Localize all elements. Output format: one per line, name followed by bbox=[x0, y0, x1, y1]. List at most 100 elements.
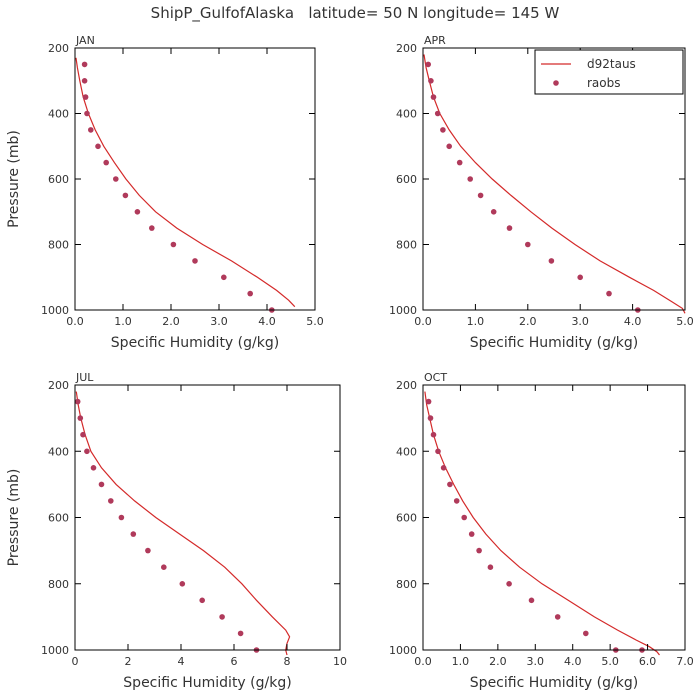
data-point-raobs-jan bbox=[103, 159, 109, 166]
data-point-raobs-jul bbox=[118, 514, 125, 521]
data-point-raobs-apr bbox=[425, 61, 432, 68]
x-axis-label-jan: Specific Humidity (g/kg) bbox=[111, 335, 279, 351]
x-tick-label-oct: 1.0 bbox=[452, 655, 470, 668]
data-point-raobs-jul bbox=[179, 581, 186, 587]
data-point-raobs-apr bbox=[525, 241, 531, 248]
y-tick-label-jan: 800 bbox=[48, 239, 69, 252]
data-point-raobs-jul bbox=[90, 465, 97, 471]
data-point-raobs-oct bbox=[468, 531, 475, 537]
panel-oct: 0.0 1.0 2.0 3.0 4.0 5.0 6.0 7.0 200 400 600 800 1000… bbox=[389, 371, 694, 691]
data-point-raobs-jan bbox=[113, 176, 119, 182]
x-tick-label-oct: 0.0 bbox=[414, 655, 432, 668]
data-point-raobs-oct bbox=[447, 481, 453, 488]
panel-label-jan: JAN bbox=[75, 34, 95, 47]
x-tick-label-jan: 2.0 bbox=[162, 315, 180, 328]
data-point-raobs-apr bbox=[434, 110, 441, 117]
data-point-raobs-jan bbox=[221, 274, 227, 281]
x-tick-label-jul: 8 bbox=[284, 655, 291, 668]
legend-label-model: d92taus bbox=[587, 57, 636, 71]
series-line-d92taus-jul bbox=[75, 391, 291, 656]
y-axis-label-jan: Pressure (mb) bbox=[6, 130, 22, 228]
x-tick-label-oct: 7.0 bbox=[676, 655, 694, 668]
data-point-raobs-apr bbox=[577, 274, 583, 281]
x-tick-label-oct: 3.0 bbox=[527, 655, 545, 668]
x-tick-label-oct: 2.0 bbox=[489, 655, 507, 668]
y-tick-label-apr: 800 bbox=[396, 239, 417, 252]
x-tick-label-jan: 4.0 bbox=[258, 315, 276, 328]
y-tick-label-apr: 200 bbox=[396, 42, 417, 55]
data-point-raobs-apr bbox=[490, 209, 497, 215]
x-tick-label-apr: 0.0 bbox=[414, 315, 432, 328]
data-point-raobs-jul bbox=[98, 481, 105, 488]
x-tick-label-oct: 5.0 bbox=[601, 655, 619, 668]
data-point-raobs-oct bbox=[427, 415, 434, 421]
data-point-raobs-jan bbox=[192, 258, 198, 264]
panel-label-apr: APR bbox=[424, 34, 446, 47]
data-point-raobs-jul bbox=[74, 398, 81, 405]
x-tick-label-oct: 6.0 bbox=[639, 655, 657, 668]
data-point-raobs-jul bbox=[161, 564, 167, 570]
data-point-raobs-apr bbox=[467, 176, 474, 182]
x-tick-label-jul: 6 bbox=[231, 655, 238, 668]
data-point-raobs-oct bbox=[583, 630, 589, 637]
x-tick-label-apr: 4.0 bbox=[624, 315, 642, 328]
data-point-raobs-jul bbox=[80, 431, 86, 438]
figure-title: ShipP_GulfofAlaska latitude= 50 N longit… bbox=[151, 4, 560, 23]
data-point-raobs-jan bbox=[122, 192, 129, 199]
x-axis-label-jul: Specific Humidity (g/kg) bbox=[123, 675, 291, 691]
x-tick-label-apr: 5.0 bbox=[676, 315, 694, 328]
y-tick-label-jul: 800 bbox=[48, 578, 69, 591]
data-point-raobs-jan bbox=[149, 225, 155, 231]
data-point-raobs-jan bbox=[84, 110, 90, 117]
data-point-raobs-jan bbox=[170, 241, 177, 248]
data-point-raobs-jan bbox=[88, 127, 94, 133]
x-tick-label-jul: 0 bbox=[72, 655, 79, 668]
x-tick-label-jul: 2 bbox=[125, 655, 132, 668]
panel-label-oct: OCT bbox=[424, 371, 447, 384]
y-tick-label-apr: 400 bbox=[396, 108, 417, 121]
data-point-raobs-oct bbox=[476, 547, 482, 554]
x-axis-label-oct: Specific Humidity (g/kg) bbox=[470, 675, 638, 691]
data-point-raobs-apr bbox=[477, 192, 484, 199]
x-tick-label-jan: 5.0 bbox=[306, 315, 324, 328]
y-tick-label-jul: 400 bbox=[48, 445, 69, 458]
data-point-raobs-jul bbox=[219, 614, 225, 620]
x-tick-label-jul: 10 bbox=[333, 655, 347, 668]
data-point-raobs-jul bbox=[237, 630, 244, 637]
y-tick-label-jan: 600 bbox=[48, 173, 69, 186]
data-point-raobs-oct bbox=[453, 498, 460, 504]
data-point-raobs-oct bbox=[528, 597, 535, 604]
y-tick-label-apr: 1000 bbox=[389, 304, 417, 317]
series-line-d92taus-oct bbox=[424, 391, 660, 656]
data-point-raobs-apr bbox=[456, 159, 463, 166]
y-tick-label-oct: 600 bbox=[396, 512, 417, 525]
legend-marker-swatch bbox=[553, 80, 559, 86]
data-point-raobs-oct bbox=[440, 465, 447, 471]
data-point-raobs-jan bbox=[81, 61, 88, 68]
series-line-d92taus-jan bbox=[75, 57, 296, 308]
legend-label-obs: raobs bbox=[587, 76, 621, 90]
legend-box bbox=[534, 49, 684, 95]
data-point-raobs-jul bbox=[130, 531, 137, 537]
panel-apr: 0.0 1.0 2.0 3.0 4.0 5.0 200 400 600 800 1000 APR Spe… bbox=[389, 34, 694, 351]
x-tick-label-apr: 1.0 bbox=[467, 315, 485, 328]
data-point-raobs-apr bbox=[428, 78, 434, 84]
data-point-raobs-oct bbox=[435, 448, 441, 455]
data-point-raobs-jul bbox=[108, 498, 114, 504]
data-point-raobs-jul bbox=[145, 547, 151, 554]
x-tick-label-jan: 1.0 bbox=[114, 315, 132, 328]
y-axis-label-jul: Pressure (mb) bbox=[6, 469, 22, 567]
y-tick-label-oct: 1000 bbox=[389, 644, 417, 657]
panel-jan: 0.0 1.0 2.0 3.0 4.0 5.0 200 400 600 800 1000 JAN Spe… bbox=[6, 34, 324, 351]
data-point-raobs-apr bbox=[606, 290, 612, 297]
data-point-raobs-jul bbox=[84, 448, 90, 455]
data-point-raobs-apr bbox=[548, 258, 555, 264]
x-tick-label-apr: 2.0 bbox=[519, 315, 537, 328]
data-point-raobs-oct bbox=[506, 581, 512, 587]
y-tick-label-jul: 200 bbox=[48, 379, 69, 392]
x-tick-label-oct: 4.0 bbox=[564, 655, 582, 668]
data-point-raobs-oct bbox=[461, 514, 468, 521]
data-point-raobs-jan bbox=[95, 143, 101, 150]
y-tick-label-oct: 400 bbox=[396, 445, 417, 458]
